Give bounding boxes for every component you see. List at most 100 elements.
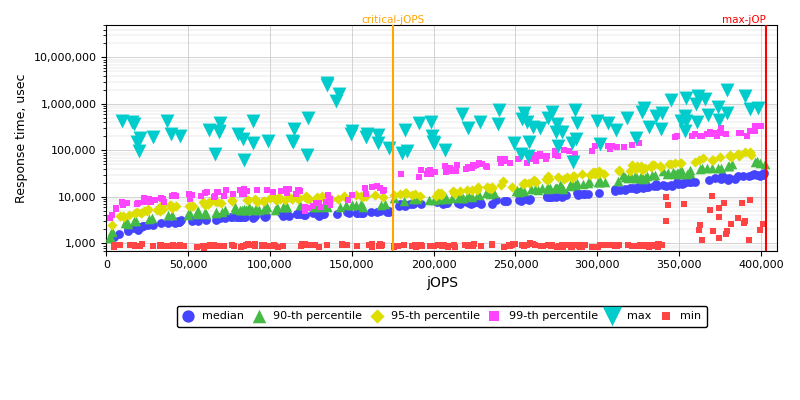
99-th percentile (158, 198, 170, 205)
min (154, 243, 166, 250)
95-th percentile (249, 196, 262, 202)
min (249, 243, 262, 250)
95-th percentile (399, 190, 412, 196)
90-th percentile (640, 173, 653, 179)
95-th percentile (541, 173, 554, 179)
median (471, 199, 484, 205)
95-th percentile (354, 193, 367, 200)
95-th percentile (593, 168, 606, 174)
median (454, 198, 466, 204)
min (655, 241, 668, 248)
90-th percentile (270, 204, 283, 210)
min (573, 243, 586, 250)
95-th percentile (731, 151, 744, 158)
min (629, 243, 642, 249)
median (130, 223, 142, 230)
99-th percentile (306, 203, 319, 210)
min (534, 243, 547, 250)
95-th percentile (723, 153, 736, 160)
min (526, 240, 539, 247)
99-th percentile (292, 187, 305, 193)
90-th percentile (253, 207, 266, 213)
90-th percentile (406, 196, 419, 202)
median (129, 224, 142, 231)
median (211, 215, 224, 222)
90-th percentile (511, 186, 524, 193)
99-th percentile (551, 153, 564, 159)
99-th percentile (744, 128, 757, 134)
99-th percentile (236, 191, 249, 198)
max (713, 117, 726, 124)
90-th percentile (541, 185, 554, 192)
min (459, 242, 472, 248)
99-th percentile (558, 147, 571, 153)
95-th percentile (630, 166, 643, 172)
max (711, 104, 724, 110)
90-th percentile (649, 172, 662, 178)
max (246, 118, 259, 124)
95-th percentile (166, 202, 179, 209)
median (647, 182, 660, 189)
max (594, 141, 607, 148)
99-th percentile (439, 163, 452, 170)
median (146, 222, 159, 228)
min (574, 242, 587, 248)
min (662, 202, 674, 208)
max (569, 107, 582, 114)
95-th percentile (630, 163, 643, 169)
99-th percentile (131, 200, 144, 207)
median (675, 181, 688, 187)
90-th percentile (593, 178, 606, 185)
min (608, 242, 621, 248)
median (280, 212, 293, 218)
median (383, 208, 396, 214)
max (238, 157, 250, 163)
90-th percentile (466, 194, 478, 200)
min (438, 242, 450, 248)
median (298, 212, 311, 218)
median (414, 201, 427, 207)
median (231, 214, 244, 220)
min (546, 242, 558, 248)
min (576, 244, 589, 250)
max (174, 133, 186, 139)
min (258, 243, 270, 249)
95-th percentile (654, 162, 667, 169)
min (388, 244, 401, 250)
90-th percentile (569, 182, 582, 188)
min (537, 242, 550, 249)
99-th percentile (466, 164, 478, 171)
99-th percentile (714, 130, 727, 136)
min (643, 243, 656, 250)
min (609, 243, 622, 249)
max (332, 90, 345, 97)
95-th percentile (242, 196, 254, 203)
95-th percentile (465, 187, 478, 194)
max (300, 152, 313, 158)
90-th percentile (518, 188, 531, 195)
95-th percentile (447, 188, 460, 194)
median (186, 218, 198, 224)
min (718, 200, 731, 206)
99-th percentile (138, 199, 150, 205)
max (566, 159, 579, 166)
min (732, 215, 745, 222)
90-th percentile (571, 180, 584, 186)
95-th percentile (692, 157, 705, 163)
median (572, 192, 585, 198)
95-th percentile (114, 213, 127, 219)
90-th percentile (630, 174, 643, 181)
99-th percentile (186, 192, 198, 198)
95-th percentile (506, 184, 518, 190)
90-th percentile (200, 211, 213, 217)
median (746, 172, 758, 178)
90-th percentile (612, 177, 625, 184)
min (197, 243, 210, 249)
median (659, 183, 672, 190)
90-th percentile (427, 196, 440, 203)
min (269, 242, 282, 249)
95-th percentile (738, 149, 751, 155)
median (631, 185, 644, 191)
min (266, 243, 279, 249)
median (470, 199, 482, 205)
